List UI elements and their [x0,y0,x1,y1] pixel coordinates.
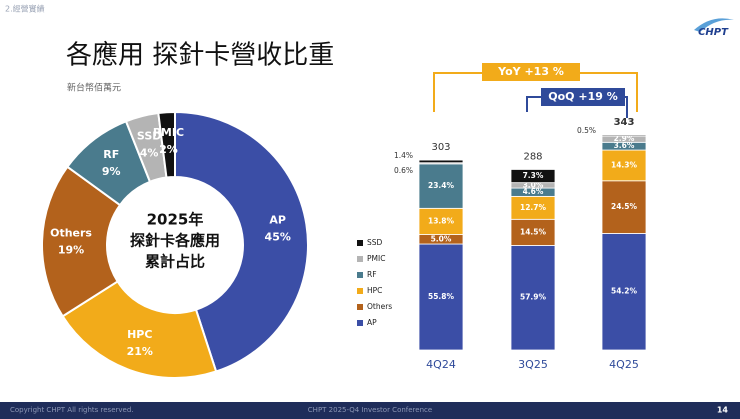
segment-label: 2.9% [614,134,635,143]
slice-value: 4% [140,146,159,159]
bar-segment [601,134,647,137]
legend-swatch [357,272,363,278]
legend-label: RF [367,270,377,279]
bar-segment [510,169,556,184]
segment-label: 23.4% [428,181,455,190]
segment-label: 4.6% [523,187,544,196]
legend-swatch [357,240,363,246]
center-label: 2025年 [147,211,204,229]
logo: CHPT [698,27,729,38]
segment-label: 3.6% [614,141,635,150]
slice-name: SSD [137,129,161,142]
bar-total: 343 [614,117,635,128]
qoq-label: QoQ +19 % [548,90,617,103]
slice-name: Others [50,227,92,240]
segment-label: 13.8% [428,216,455,225]
slice-name: HPC [127,328,152,341]
legend-label: AP [367,318,377,327]
segment-label: 5.0% [431,234,452,243]
yoy-label: YoY +13 % [497,65,564,78]
bar-segment [418,163,464,209]
slice-name: AP [269,214,286,227]
x-tick-label: 4Q25 [609,358,639,371]
legend-label: SSD [367,238,383,247]
bar-total: 288 [523,151,542,162]
section-label: 2.經營實績 [5,4,45,14]
center-label: 累計占比 [145,253,205,271]
legend-label: HPC [367,286,382,295]
segment-label: 7.3% [523,171,544,180]
yoy-box [482,63,580,81]
segment-label: 12.7% [520,203,547,212]
bar-segment [418,207,464,235]
segment-label: 24.5% [611,202,638,211]
segment-label: 3.0% [523,180,544,189]
segment-label: 14.5% [520,227,547,236]
segment-label: 14.3% [611,160,638,169]
segment-label: 55.8% [428,292,455,301]
center-label: 探針卡各應用 [130,232,220,250]
footer-copyright: Copyright CHPT All rights reserved. [10,406,134,414]
x-tick-label: 4Q24 [426,358,456,371]
donut-slice [41,165,122,318]
bar-segment [601,149,647,182]
logo-swoosh [694,18,734,32]
slice-value: 2% [159,143,178,156]
segment-label: 54.2% [611,287,638,296]
bar-segment [601,233,647,351]
slice-name: PMIC [153,126,184,139]
segment-label: 57.9% [520,293,547,302]
segment-label-outside: 0.5% [577,126,596,135]
legend-label: PMIC [367,254,385,263]
footer-bar [0,402,740,419]
slice-value: 9% [102,165,121,178]
slide-title: 各應用 探針卡營收比重 [66,41,334,71]
bar-segment [418,243,464,351]
legend-swatch [357,288,363,294]
bar-segment [510,245,556,351]
slice-name: RF [103,148,119,161]
segment-label-outside: 0.6% [394,166,413,175]
legend-label: Others [367,302,392,311]
unit-label: 新台幣佰萬元 [67,82,121,94]
bar-segment [418,159,464,164]
page-number: 14 [717,406,729,415]
footer-event: CHPT 2025-Q4 Investor Conference [308,406,432,414]
donut-slice [61,280,218,379]
slice-value: 45% [265,231,291,244]
legend-swatch [357,304,363,310]
legend-swatch [357,320,363,326]
slice-value: 19% [58,244,84,257]
x-tick-label: 3Q25 [518,358,548,371]
bar-total: 303 [431,142,450,153]
slice-value: 21% [127,345,153,358]
legend-swatch [357,256,363,262]
donut-slice [157,110,176,179]
donut-slice [174,110,309,373]
qoq-box [541,88,625,106]
segment-label-outside: 1.4% [394,151,413,160]
bar-segment [601,180,647,234]
